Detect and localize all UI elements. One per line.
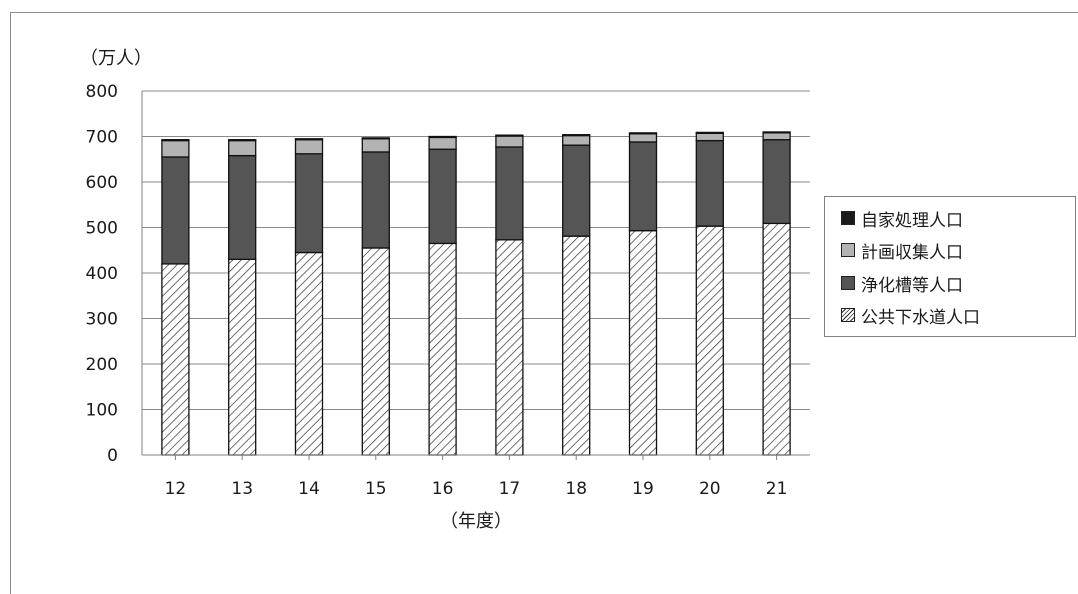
bar-segment xyxy=(161,139,190,142)
legend-label-planned-collection: 計画収集人口 xyxy=(861,242,963,263)
y-tick-label: 100 xyxy=(86,401,118,421)
legend-item-planned-collection: 計画収集人口 xyxy=(841,239,963,263)
bar-segment xyxy=(361,247,390,456)
bar-segment xyxy=(428,136,457,150)
legend-item-self-treatment: 自家処理人口 xyxy=(841,207,963,231)
bar-segment xyxy=(361,137,390,140)
bar-segment xyxy=(294,138,324,141)
bar-segment xyxy=(361,138,390,153)
bar-segment xyxy=(628,133,658,143)
y-tick-label: 200 xyxy=(86,355,118,375)
bar-segment xyxy=(428,148,457,245)
bar-segment xyxy=(562,144,591,237)
legend-item-public-sewer: 公共下水道人口 xyxy=(841,304,980,328)
bar-segment xyxy=(294,139,324,155)
bar-segment xyxy=(228,139,257,142)
tick-labels: 0 100 200 300 400 500 600 700 800 12 13 14 15 16 17 18 1… xyxy=(86,82,788,499)
x-tick-label: 18 xyxy=(565,479,587,499)
bar-segment xyxy=(762,222,791,456)
bar-segment xyxy=(695,139,724,227)
bar-segment xyxy=(428,242,457,456)
y-tick-label: 800 xyxy=(86,82,118,102)
y-axis-title: （万人） xyxy=(80,48,152,69)
bar-segment xyxy=(628,141,658,232)
y-tick-label: 600 xyxy=(86,173,118,193)
bar-segment xyxy=(695,131,724,134)
x-tick-label: 17 xyxy=(499,479,521,499)
y-tick-label: 500 xyxy=(86,219,118,239)
bar-segment xyxy=(361,151,390,249)
bar-segment xyxy=(495,239,524,456)
bar-segment xyxy=(762,139,791,225)
frame-top-border xyxy=(10,12,1078,13)
bar-segment xyxy=(562,235,591,456)
legend-label-self-treatment: 自家処理人口 xyxy=(861,210,963,231)
bar-segment xyxy=(562,134,591,137)
legend-swatch-public-sewer xyxy=(841,308,855,322)
legend-label-public-sewer: 公共下水道人口 xyxy=(861,307,980,328)
bar-segment xyxy=(762,132,791,141)
y-tick-label: 400 xyxy=(86,264,118,284)
bar-segment xyxy=(695,132,724,142)
bar-segment xyxy=(161,139,190,158)
bar-segment xyxy=(495,135,524,148)
x-tick-label: 13 xyxy=(231,479,253,499)
bar-segment xyxy=(628,132,658,135)
bar-segment xyxy=(628,230,658,456)
legend-label-septic-tank: 浄化槽等人口 xyxy=(861,275,963,296)
y-tick-label: 0 xyxy=(107,446,118,466)
bar-segment xyxy=(161,156,190,265)
legend: 自家処理人口 計画収集人口 浄化槽等人口 公共下水道人口 xyxy=(824,196,1076,337)
legend-swatch-planned-collection xyxy=(841,243,855,257)
x-tick-label: 12 xyxy=(165,479,187,499)
bar-segment xyxy=(228,258,257,456)
bar-segment xyxy=(228,154,257,260)
bar-segment xyxy=(495,146,524,241)
bar-segment xyxy=(562,134,591,146)
frame-left-border xyxy=(10,12,11,594)
x-tick-label: 19 xyxy=(632,479,654,499)
x-tick-label: 21 xyxy=(766,479,788,499)
x-tick-label: 16 xyxy=(432,479,454,499)
bar-segment xyxy=(228,139,257,157)
bars xyxy=(161,131,791,456)
axes xyxy=(141,91,810,460)
y-tick-label: 300 xyxy=(86,310,118,330)
bar-segment xyxy=(495,134,524,137)
legend-swatch-septic-tank xyxy=(841,276,855,290)
bar-segment xyxy=(762,131,791,134)
x-tick-label: 14 xyxy=(298,479,320,499)
x-axis-title: （年度） xyxy=(440,511,512,532)
y-tick-label: 700 xyxy=(86,128,118,148)
bar-segment xyxy=(161,263,190,456)
bar-segment xyxy=(294,153,324,254)
x-tick-label: 15 xyxy=(365,479,387,499)
bar-segment xyxy=(294,251,324,456)
bar-segment xyxy=(428,135,457,139)
x-tick-label: 20 xyxy=(699,479,721,499)
bar-segment xyxy=(695,225,724,456)
legend-swatch-self-treatment xyxy=(841,211,855,225)
legend-item-septic-tank: 浄化槽等人口 xyxy=(841,272,963,296)
